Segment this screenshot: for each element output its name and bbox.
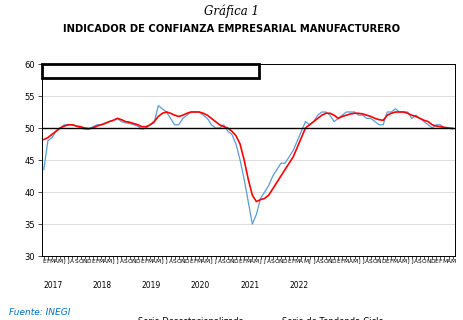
- Text: 2020: 2020: [191, 281, 210, 290]
- Bar: [42, 64, 258, 78]
- Legend: Serie Desestacionalizada, Serie de Tendenda-Ciclo: Serie Desestacionalizada, Serie de Tende…: [110, 314, 386, 320]
- Text: 2022: 2022: [288, 281, 307, 290]
- Text: INDICADOR DE CONFIANZA EMPRESARIAL MANUFACTURERO: INDICADOR DE CONFIANZA EMPRESARIAL MANUF…: [63, 24, 400, 34]
- Text: 2021: 2021: [239, 281, 259, 290]
- Text: Fuente: INEGI: Fuente: INEGI: [9, 308, 70, 317]
- Text: 2017: 2017: [44, 281, 63, 290]
- Text: 2018: 2018: [93, 281, 112, 290]
- Text: Gráfica 1: Gráfica 1: [204, 5, 259, 18]
- Text: 2019: 2019: [142, 281, 161, 290]
